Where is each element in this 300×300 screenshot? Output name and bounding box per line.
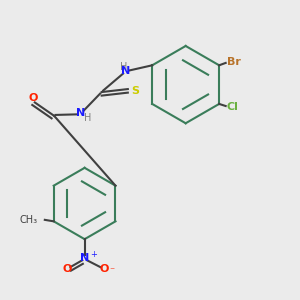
- Text: O: O: [62, 264, 71, 274]
- Text: H: H: [84, 113, 91, 123]
- Text: O: O: [99, 264, 109, 274]
- Text: N: N: [121, 66, 130, 76]
- Text: S: S: [131, 85, 140, 96]
- Text: Br: Br: [226, 57, 240, 67]
- Text: ⁻: ⁻: [109, 266, 114, 276]
- Text: H: H: [120, 62, 128, 72]
- Text: +: +: [90, 250, 97, 260]
- Text: N: N: [76, 108, 86, 118]
- Text: N: N: [80, 254, 89, 263]
- Text: Cl: Cl: [226, 102, 238, 112]
- Text: O: O: [29, 93, 38, 103]
- Text: CH₃: CH₃: [19, 215, 38, 225]
